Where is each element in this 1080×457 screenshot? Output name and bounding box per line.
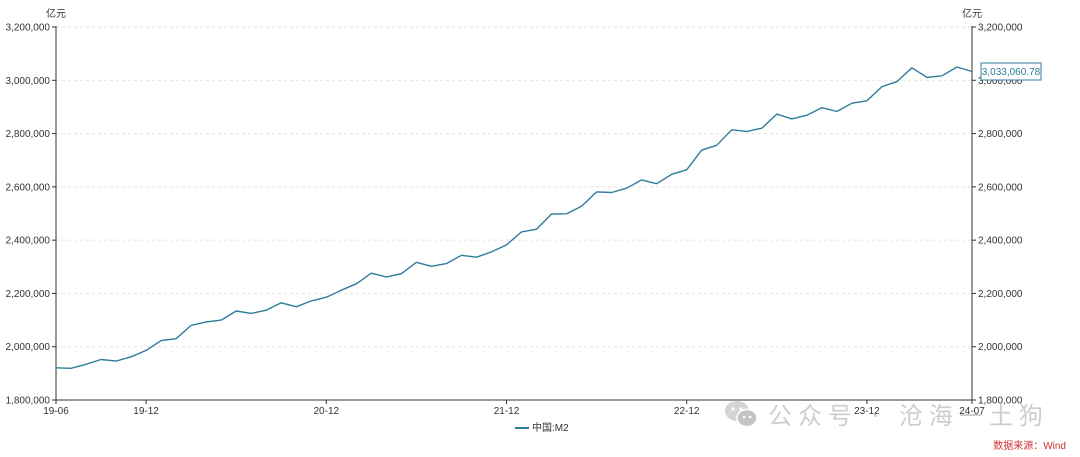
series-line-m2 [55,66,973,369]
x-tick-label: 19-12 [133,406,159,417]
left-unit-label: 亿元 [46,7,66,20]
x-tick-label: 22-12 [674,406,700,417]
x-ticks: 19-06 19-12 20-12 21-12 22-12 23-12 24-07 [43,400,985,417]
x-tick-label: 24-07 [959,406,985,417]
tooltip-text: 3,033,060.78 [982,67,1041,78]
y-ticks-left: 1,800,000 2,000,000 2,200,000 2,400,000 2,60… [6,23,56,407]
y-ticks-right: 1,800,000 2,000,000 2,200,000 2,400,000 2,60… [972,23,1023,407]
watermark-text: 公众号 · 沧海一土狗 [768,402,1049,430]
y-tick-label-right: 3,000,000 [978,76,1023,87]
grid-lines [56,26,972,348]
series-layer [55,66,973,369]
y-tick-label-left: 2,400,000 [6,236,51,247]
y-tick-label-right: 2,400,000 [978,236,1023,247]
y-tick-label-right: 2,000,000 [978,342,1023,353]
y-tick-label-left: 3,200,000 [6,23,51,34]
x-tick-label: 19-06 [43,406,69,417]
x-tick-label: 23-12 [854,406,880,417]
y-tick-label-left: 2,000,000 [6,342,51,353]
y-tick-label-left: 2,200,000 [6,289,51,300]
x-tick-label: 21-12 [494,406,520,417]
wechat-logo-icon [725,400,758,427]
y-tick-label-right: 2,800,000 [978,129,1023,140]
y-tick-label-right: 1,800,000 [978,396,1023,407]
watermark: 公众号 · 沧海一土狗 [724,396,1049,431]
y-tick-label-left: 2,800,000 [6,129,51,140]
y-tick-label-right: 2,600,000 [978,182,1023,193]
tooltip-box [980,62,1042,81]
legend-label: 中国:M2 [532,421,569,434]
x-tick-label: 20-12 [314,406,340,417]
value-tooltip: 3,033,060.78 [980,62,1042,81]
y-tick-label-right: 2,200,000 [978,289,1023,300]
right-unit-label: 亿元 [962,7,982,20]
y-tick-label-left: 1,800,000 [6,396,51,407]
y-tick-label-right: 3,200,000 [978,23,1023,34]
axes [55,26,973,401]
data-source-note: 数据来源：Wind [993,441,1066,452]
legend[interactable]: 中国:M2 [515,421,569,434]
y-tick-label-left: 2,600,000 [6,182,51,193]
y-tick-label-left: 3,000,000 [6,76,51,87]
